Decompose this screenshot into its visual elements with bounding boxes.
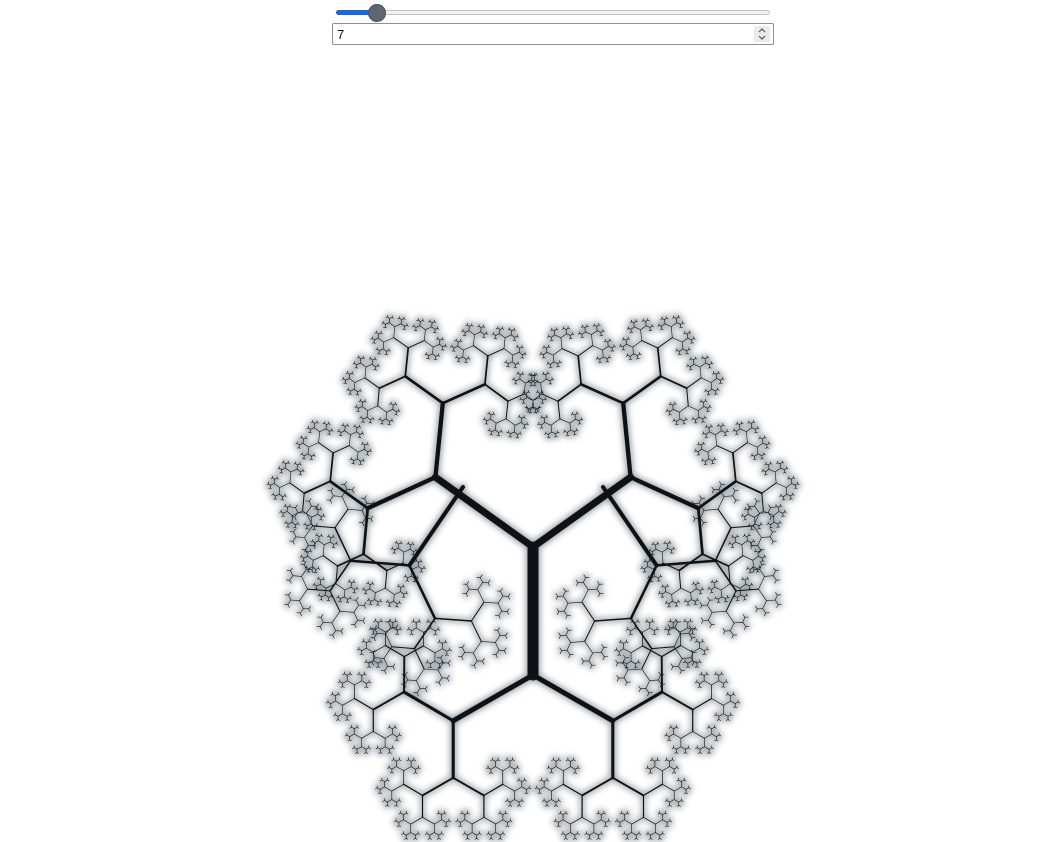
fractal-branches [450, 672, 616, 724]
slider-thumb[interactable] [368, 4, 386, 22]
slider-track[interactable] [336, 10, 770, 15]
fractal-branches [407, 485, 659, 568]
fractal-tree [266, 315, 800, 840]
fractal-branch-shadow [400, 688, 666, 781]
fractal-branches [289, 337, 777, 670]
fractal-branches [353, 644, 713, 818]
fractal-branches [402, 690, 664, 780]
fractal-branches [328, 374, 738, 556]
depth-slider[interactable] [332, 0, 774, 26]
depth-number-input[interactable]: 7 [332, 23, 774, 45]
depth-input-value: 7 [337, 27, 345, 42]
controls-panel: 7 [332, 0, 774, 45]
fractal-branch-shadow [364, 399, 702, 512]
fractal-branches [431, 473, 635, 551]
spinner-icon[interactable] [754, 26, 770, 42]
slider-fill [336, 10, 377, 15]
fractal-branches [365, 401, 701, 511]
fractal-branches [372, 655, 694, 797]
fractal-branches [329, 526, 737, 650]
fractal-branches [266, 315, 800, 840]
fractal-branches [349, 559, 717, 620]
fractal-branches [342, 631, 724, 825]
